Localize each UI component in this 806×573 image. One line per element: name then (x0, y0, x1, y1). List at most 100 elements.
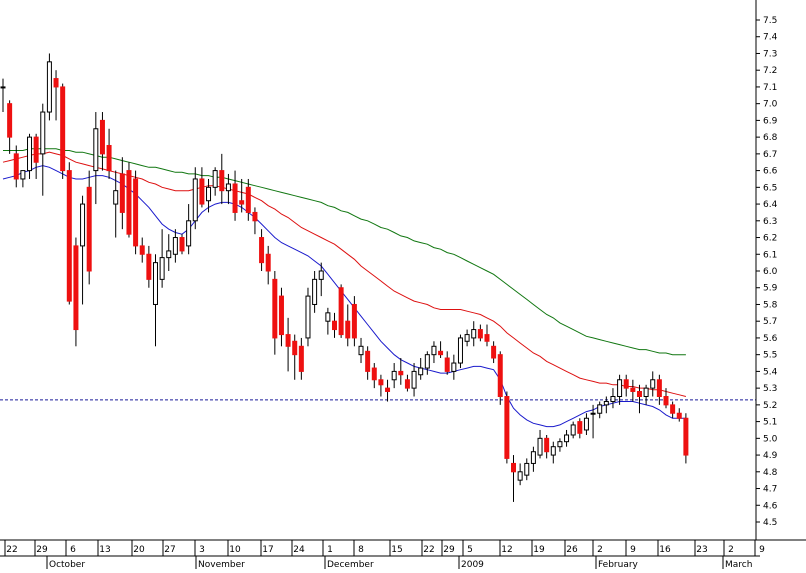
ma-long-line (3, 148, 686, 356)
x-day-label: 2 (728, 545, 734, 555)
candle-body-up (192, 178, 198, 222)
candle-body-down (663, 396, 669, 406)
candle-body-down (623, 379, 629, 389)
candle (199, 167, 205, 208)
candle (106, 128, 112, 179)
candle (491, 341, 497, 364)
candle-body-up (643, 387, 649, 397)
candle (27, 133, 33, 179)
candle-body-down (272, 278, 278, 339)
candle (630, 379, 636, 402)
candle (438, 341, 444, 359)
candle (338, 284, 344, 338)
candle-body-down (670, 404, 676, 414)
moving-average-layer (2, 148, 687, 428)
candle (451, 354, 457, 380)
y-tick-label: 6.9 (763, 116, 778, 126)
y-tick-label: 4.5 (763, 518, 777, 528)
y-tick-label: 4.9 (763, 451, 778, 461)
y-tick-label: 5.9 (763, 284, 778, 294)
candle-body-down (484, 334, 490, 342)
x-day-label: 27 (164, 545, 175, 555)
candle (285, 317, 291, 372)
candle (345, 304, 351, 347)
candle (457, 334, 463, 369)
y-tick-label: 5.0 (763, 434, 778, 444)
y-tick-label: 7.4 (763, 33, 778, 43)
candle (404, 374, 410, 392)
x-month-label: 2009 (461, 560, 484, 569)
candle-body-down (119, 173, 125, 213)
y-tick-label: 5.5 (763, 351, 777, 361)
candle (590, 404, 596, 439)
candle (444, 351, 450, 375)
candle-body-down (179, 237, 185, 252)
candle (411, 363, 417, 397)
candle-body-down (365, 350, 371, 372)
candle (172, 229, 178, 263)
candle-body-down (683, 417, 689, 456)
candle-body-down (544, 437, 550, 453)
candle-body-down (259, 237, 265, 264)
candle (424, 351, 430, 375)
candle-body-down (33, 136, 39, 163)
candle (93, 112, 99, 205)
x-month-label: December (327, 560, 374, 569)
x-day-label: 20 (133, 545, 145, 555)
y-tick-label: 6.7 (763, 150, 777, 160)
candle-body-down (385, 387, 391, 392)
x-day-label: 15 (391, 545, 402, 555)
candle-body-up (597, 404, 603, 414)
x-month-label: February (598, 560, 639, 569)
candle (670, 401, 676, 419)
candle (544, 434, 550, 459)
candle (464, 329, 470, 347)
x-day-label: 23 (696, 545, 707, 555)
candle-body-down (232, 183, 238, 213)
candle-body-up (464, 334, 470, 342)
candle (152, 254, 158, 347)
candle (66, 162, 72, 305)
candle (139, 237, 145, 263)
y-tick-label: 7.5 (763, 16, 777, 26)
y-tick-label: 4.8 (763, 468, 778, 478)
x-day-label: 24 (293, 545, 305, 555)
candle (557, 438, 563, 452)
candle-body-up (564, 434, 570, 443)
candle (371, 363, 377, 389)
candle (577, 418, 583, 439)
candle-body-up (457, 337, 463, 364)
candle-body-down (371, 367, 377, 381)
candle-body-up (318, 270, 324, 280)
candle-body-down (477, 329, 483, 339)
candle (278, 287, 284, 347)
candle-body-down (345, 320, 351, 339)
x-day-label: 12 (501, 545, 512, 555)
candle-body-up (537, 437, 543, 456)
candle-body-up (358, 345, 364, 356)
y-tick-label: 5.3 (763, 384, 777, 394)
candle-body-down (338, 287, 344, 336)
candle-body-down (53, 78, 59, 88)
candle-body-down (491, 345, 497, 359)
candle-body-up (603, 401, 609, 406)
candle-body-down (285, 334, 291, 347)
candle-body-up (418, 367, 424, 376)
candle-body-down (378, 379, 384, 386)
candle-body-up (530, 451, 536, 464)
candle (351, 296, 357, 347)
candle-body-up (305, 295, 311, 339)
candle (484, 324, 490, 347)
candle-body-down (504, 396, 510, 459)
candle (312, 271, 318, 313)
candle-body-down (66, 170, 72, 302)
candle (60, 83, 66, 179)
y-tick-label: 5.7 (763, 317, 777, 327)
x-day-label: 29 (36, 545, 48, 555)
candle-body-up (80, 203, 86, 247)
candle (550, 441, 556, 464)
candle (53, 70, 59, 121)
candle-body-up (650, 379, 656, 389)
candle (524, 458, 530, 481)
